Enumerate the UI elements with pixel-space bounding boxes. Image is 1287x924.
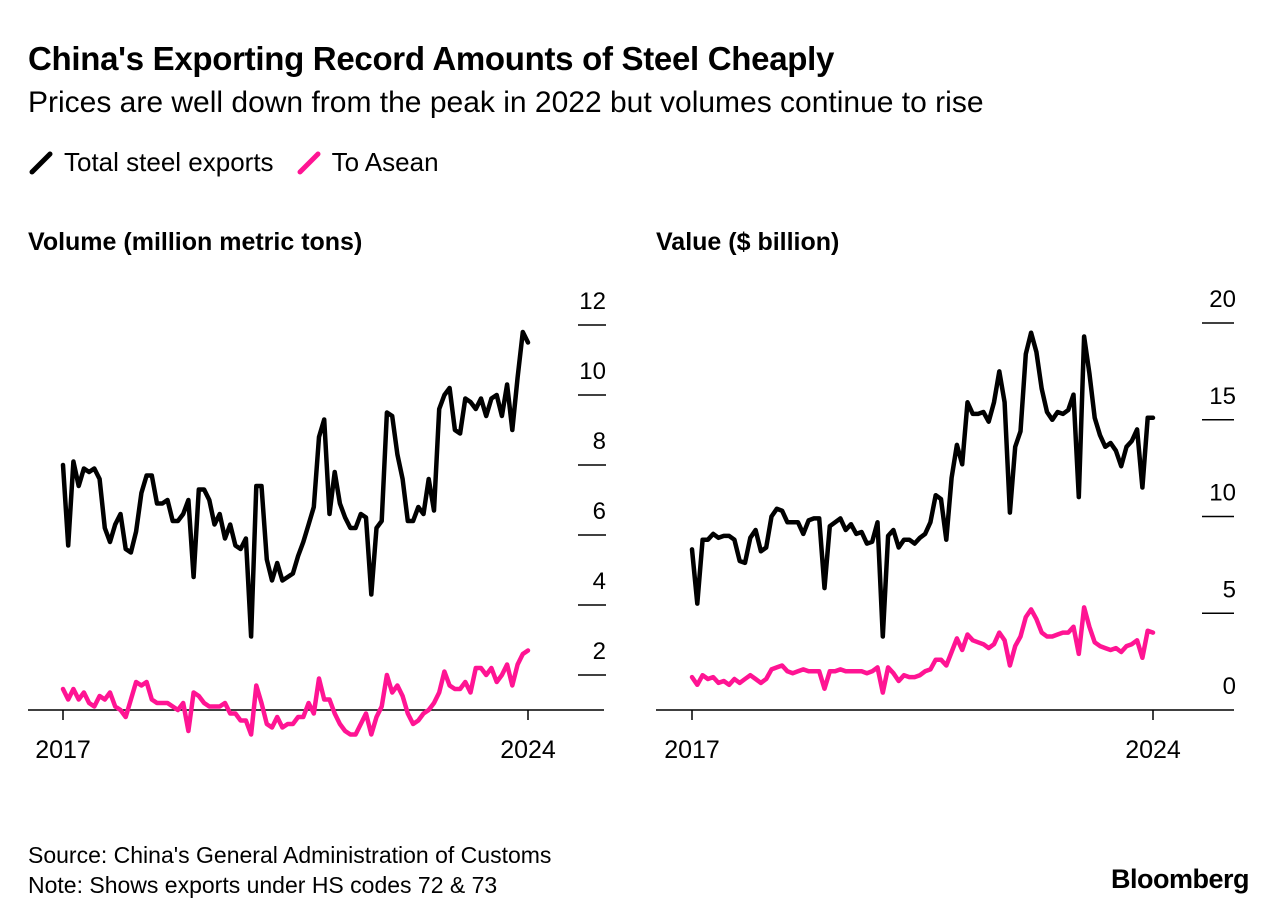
value-series-to-asean-line [689, 605, 1156, 695]
chart-subtitle: Prices are well down from the peak in 20… [28, 86, 984, 119]
volume-series-total-steel-exports-line [60, 329, 531, 639]
volume-y-tick-label-10: 10 [579, 358, 606, 385]
value-x-tick-label-2017: 2017 [664, 736, 720, 764]
legend-label-total: Total steel exports [64, 147, 274, 177]
value-y-tick-label-20: 20 [1209, 286, 1236, 313]
value-series-total-steel-exports-line [689, 330, 1156, 639]
volume-y-tick-label-4: 4 [593, 568, 606, 595]
bloomberg-logo: Bloomberg [1110, 864, 1250, 894]
volume-y-tick-label-8: 8 [593, 428, 606, 455]
legend-line-icon-total [29, 151, 53, 174]
value-x-tick-label-2024: 2024 [1125, 736, 1181, 764]
chart-title: China's Exporting Record Amounts of Stee… [28, 40, 835, 77]
volume-y-tick-label-2: 2 [593, 638, 606, 665]
legend-item-total: Total steel exports [28, 147, 274, 178]
volume-series-to-asean-line [60, 648, 531, 737]
legend-line-icon-asean [297, 151, 321, 174]
legend-item-asean: To Asean [296, 147, 439, 178]
value-y-tick-label-5: 5 [1223, 576, 1236, 603]
volume-y-tick-label-12: 12 [579, 288, 606, 315]
value-y-tick-label-15: 15 [1209, 383, 1236, 410]
source-note: Source: China's General Administration o… [28, 842, 552, 868]
volume-x-tick-label-2024: 2024 [500, 736, 556, 764]
legend-label-asean: To Asean [331, 147, 439, 177]
value-y-tick-label-0: 0 [1223, 673, 1236, 700]
volume-y-tick-label-6: 6 [593, 498, 606, 525]
volume-panel-title: Volume (million metric tons) [28, 228, 363, 256]
volume-x-tick-label-2017: 2017 [35, 736, 91, 764]
value-y-tick-label-10: 10 [1209, 480, 1236, 507]
value-panel-title: Value ($ billion) [656, 228, 840, 256]
data-note: Note: Shows exports under HS codes 72 & … [28, 872, 498, 898]
legend: Total steel exports To Asean [28, 147, 461, 178]
